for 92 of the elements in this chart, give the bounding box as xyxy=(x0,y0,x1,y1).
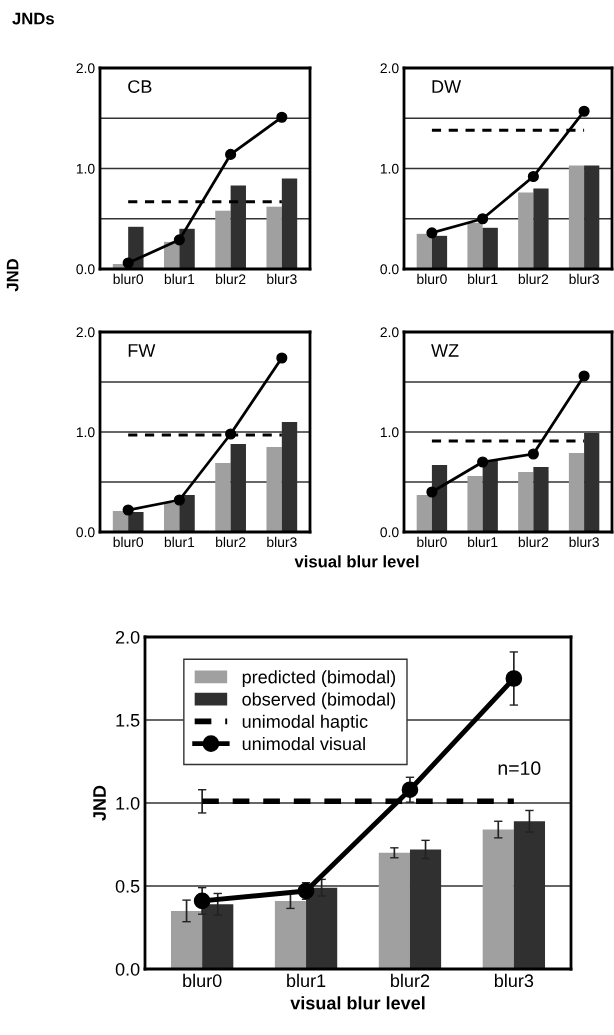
point xyxy=(401,781,419,799)
legend-label: unimodal haptic xyxy=(242,714,368,732)
y-tick-label: 0.0 xyxy=(380,264,399,275)
point xyxy=(477,213,489,225)
bar xyxy=(518,472,534,532)
x-tick-label: blur1 xyxy=(164,273,195,285)
point xyxy=(578,105,590,117)
x-tick-label: blur1 xyxy=(468,536,498,548)
bar xyxy=(467,222,483,269)
text: JNDs xyxy=(12,12,54,25)
bar xyxy=(170,910,203,969)
y-tick-label: 0.0 xyxy=(115,962,140,976)
y-tick-label: 1.0 xyxy=(380,427,399,438)
point xyxy=(527,170,539,183)
x-tick-label: blur0 xyxy=(417,536,447,548)
y-tick-label: 2.0 xyxy=(115,630,140,644)
bar xyxy=(266,206,282,269)
y-tick-label: 2.0 xyxy=(76,327,95,338)
x-tick-label: blur0 xyxy=(113,273,144,285)
point xyxy=(426,486,438,498)
text: FW xyxy=(128,344,156,357)
x-tick-label: blur2 xyxy=(216,273,246,285)
x-axis-title: visual blur level xyxy=(290,996,425,1010)
y-tick-label: 0.0 xyxy=(76,264,95,275)
x-tick-label: blur2 xyxy=(216,536,246,548)
bar xyxy=(482,227,498,269)
x-tick-label: blur1 xyxy=(164,536,195,548)
x-tick-label: blur3 xyxy=(267,273,297,285)
bar xyxy=(568,165,585,269)
bar xyxy=(568,453,585,532)
bar xyxy=(378,852,410,969)
y-tick-label: 1.5 xyxy=(116,714,140,727)
bar xyxy=(518,192,534,269)
annotation: n=10 xyxy=(498,761,541,776)
text: CB xyxy=(128,80,152,93)
x-tick-label: blur3 xyxy=(569,536,599,548)
point xyxy=(276,352,288,364)
point xyxy=(578,370,590,382)
y-tick-label: 0.0 xyxy=(76,527,95,538)
y-tick-label: 1.0 xyxy=(76,427,95,438)
x-tick-label: blur1 xyxy=(287,973,326,988)
point xyxy=(225,148,237,160)
y-tick-label: 2.0 xyxy=(76,63,95,74)
point xyxy=(426,227,438,239)
bar xyxy=(416,233,432,269)
bar xyxy=(482,829,514,969)
x-tick-label: blur3 xyxy=(494,973,534,988)
point xyxy=(173,494,185,506)
bar xyxy=(202,904,234,969)
bar xyxy=(431,235,448,269)
bar xyxy=(128,512,144,532)
point xyxy=(193,892,211,910)
y-tick-label: 1.0 xyxy=(76,163,95,174)
point xyxy=(225,428,237,440)
y-axis-title: JND xyxy=(6,259,19,292)
point xyxy=(527,448,539,460)
x-axis-title: visual blur level xyxy=(294,555,419,568)
x-tick-label: blur0 xyxy=(113,536,144,548)
bar xyxy=(416,495,432,532)
y-tick-label: 2.0 xyxy=(380,327,399,338)
y-tick-label: 2.0 xyxy=(380,63,399,74)
y-tick-label: 0.0 xyxy=(380,527,399,538)
bar xyxy=(164,503,180,532)
legend-label: observed (bimodal) xyxy=(242,692,396,710)
point xyxy=(122,504,134,516)
x-tick-label: blur2 xyxy=(518,273,549,285)
point xyxy=(477,456,489,468)
bar xyxy=(215,463,231,532)
x-tick-label: blur0 xyxy=(417,273,447,285)
text: DW xyxy=(432,80,462,93)
y-tick-label: 1.0 xyxy=(380,163,399,174)
y-tick-label: 0.5 xyxy=(115,879,140,893)
x-tick-label: blur3 xyxy=(569,273,599,285)
x-tick-label: blur1 xyxy=(468,273,498,285)
point xyxy=(173,234,185,246)
x-tick-label: blur2 xyxy=(518,536,549,548)
point xyxy=(276,111,288,123)
x-tick-label: blur2 xyxy=(391,973,430,988)
point xyxy=(297,882,315,900)
legend-label: unimodal visual xyxy=(242,736,365,751)
bar xyxy=(215,210,231,269)
text: WZ xyxy=(431,344,459,357)
x-tick-label: blur3 xyxy=(267,536,297,548)
y-tick-label: 1.0 xyxy=(116,796,140,810)
y-axis-title: JND xyxy=(93,785,106,821)
bar xyxy=(274,900,307,969)
point xyxy=(122,257,134,269)
x-tick-label: blur0 xyxy=(183,973,222,988)
bar xyxy=(467,476,483,532)
point xyxy=(505,670,523,687)
bar xyxy=(266,447,282,532)
legend-label: predicted (bimodal) xyxy=(242,670,396,687)
